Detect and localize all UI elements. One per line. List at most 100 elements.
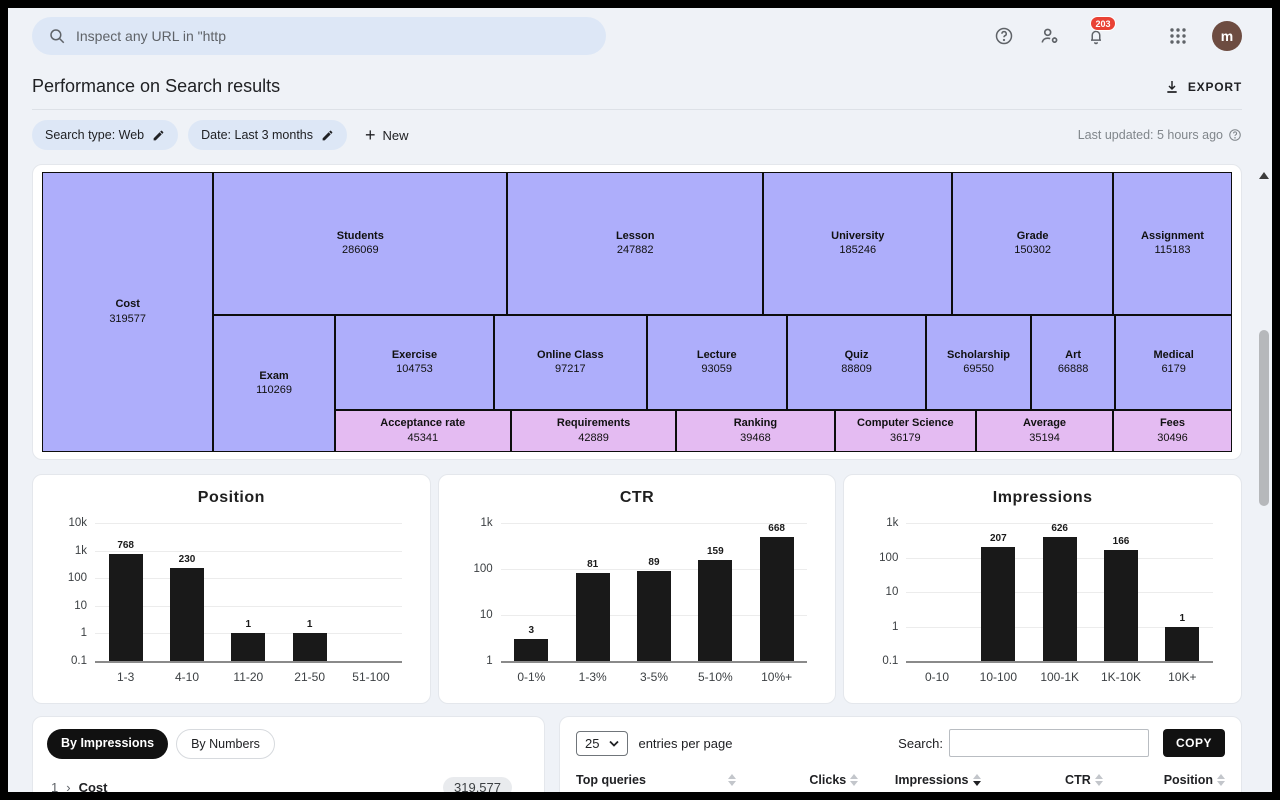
column-header-position[interactable]: Position xyxy=(1103,773,1225,787)
column-header-ctr[interactable]: CTR xyxy=(981,773,1103,787)
table-header-row: Top queries Clicks Impressions CTR Position xyxy=(576,773,1225,792)
bar[interactable] xyxy=(231,633,266,661)
new-filter-button[interactable]: + New xyxy=(365,126,409,144)
bar[interactable] xyxy=(292,633,327,661)
query-value-badge: 319,577 xyxy=(443,777,512,792)
y-tick-label: 10 xyxy=(74,599,87,612)
chart-plot-area: 1k 100 10 1 3 81 89 159 668 xyxy=(473,517,808,667)
treemap-block-lecture[interactable]: Lecture 93059 xyxy=(646,314,787,410)
sort-icon[interactable] xyxy=(1094,774,1103,786)
y-tick-label: 1 xyxy=(891,620,899,633)
treemap-block-acceptance-rate[interactable]: Acceptance rate 45341 xyxy=(334,410,511,452)
treemap-label: Grade 150302 xyxy=(1014,229,1052,257)
treemap-label: Medical 6179 xyxy=(1153,348,1194,376)
sort-icon[interactable] xyxy=(728,774,736,786)
bar[interactable] xyxy=(1165,626,1200,661)
sort-icon[interactable] xyxy=(850,774,859,786)
info-icon[interactable] xyxy=(1228,128,1242,142)
x-tick-label: 4-10 xyxy=(174,670,199,684)
bar[interactable] xyxy=(575,573,610,661)
y-tick-label: 100 xyxy=(473,563,493,575)
treemap-block-ranking[interactable]: Ranking 39468 xyxy=(676,410,835,452)
bar[interactable] xyxy=(698,559,733,661)
avatar[interactable]: m xyxy=(1212,21,1242,51)
bar[interactable] xyxy=(981,546,1016,661)
by-numbers-button[interactable]: By Numbers xyxy=(176,729,275,759)
query-index: 1 xyxy=(51,780,59,795)
by-impressions-button[interactable]: By Impressions xyxy=(47,729,169,759)
treemap-block-computer-science[interactable]: Computer Science 36179 xyxy=(834,410,977,452)
bar[interactable] xyxy=(108,553,143,661)
sort-icon[interactable] xyxy=(1217,774,1225,786)
copy-button[interactable]: COPY xyxy=(1162,729,1225,757)
x-tick-label: 0-10 xyxy=(924,670,950,684)
y-tick-label: 10k xyxy=(68,517,87,529)
treemap-block-university[interactable]: University 185246 xyxy=(763,172,953,315)
treemap-block-requirements[interactable]: Requirements 42889 xyxy=(510,410,677,452)
treemap-block-quiz[interactable]: Quiz 88809 xyxy=(786,314,927,410)
sort-icon[interactable] xyxy=(972,774,981,786)
user-settings-icon[interactable] xyxy=(1038,24,1062,48)
search-input[interactable] xyxy=(76,28,590,44)
x-tick-label: 1K-10K xyxy=(1100,670,1141,684)
apps-grid-icon[interactable] xyxy=(1166,24,1190,48)
bar-column-51-100 xyxy=(340,523,401,661)
bar-column-5-10: 159 xyxy=(685,523,746,661)
filter-chip-date[interactable]: Date: Last 3 months xyxy=(188,120,348,150)
column-header-impressions[interactable]: Impressions xyxy=(858,773,981,787)
bar-column-1k-10k: 166 xyxy=(1090,523,1151,661)
entries-per-page-select[interactable]: 25 xyxy=(576,730,629,756)
bar[interactable] xyxy=(636,571,671,661)
treemap-block-art[interactable]: Art 66888 xyxy=(1030,314,1116,410)
chart-plot-area: 10k 1k 100 10 1 0.1 768 230 1 1 xyxy=(68,517,402,667)
chevron-right-icon[interactable]: › xyxy=(66,780,71,795)
url-inspect-search[interactable] xyxy=(32,17,606,55)
treemap-block-grade[interactable]: Grade 150302 xyxy=(952,172,1113,315)
treemap-label: Quiz 88809 xyxy=(841,348,872,376)
treemap-block-average[interactable]: Average 35194 xyxy=(976,410,1113,452)
treemap-block-lesson[interactable]: Lesson 247882 xyxy=(507,172,764,315)
query-row[interactable]: 1 › Cost 319,577 xyxy=(47,777,530,795)
treemap-block-fees[interactable]: Fees 30496 xyxy=(1113,410,1232,452)
treemap-block-exam[interactable]: Exam 110269 xyxy=(213,314,335,452)
bar[interactable] xyxy=(1103,549,1138,661)
table-search-input[interactable] xyxy=(948,729,1149,757)
treemap-label: Requirements 42889 xyxy=(556,417,631,444)
x-axis-labels: 0-10 10-100 100-1K 1K-10K 10K+ xyxy=(906,670,1213,684)
column-label: Clicks xyxy=(809,773,847,787)
bar-value-label: 1 xyxy=(1179,612,1186,624)
column-header-top-queries[interactable]: Top queries xyxy=(576,773,736,787)
treemap-block-medical[interactable]: Medical 6179 xyxy=(1115,314,1232,410)
x-tick-label: 5-10% xyxy=(697,670,733,684)
page-header: Performance on Search results EXPORT xyxy=(32,64,1242,110)
treemap-block-scholarship[interactable]: Scholarship 69550 xyxy=(926,314,1031,410)
export-button[interactable]: EXPORT xyxy=(1164,79,1242,95)
help-icon[interactable] xyxy=(992,24,1016,48)
gridline xyxy=(95,550,402,552)
y-tick-label: 1k xyxy=(74,544,87,557)
bar[interactable] xyxy=(514,639,549,661)
treemap-label: Acceptance rate 45341 xyxy=(380,417,466,444)
treemap-block-cost[interactable]: Cost 319577 xyxy=(42,172,214,452)
bar[interactable] xyxy=(1042,537,1077,661)
treemap-block-online-class[interactable]: Online Class 97217 xyxy=(494,314,647,410)
bar[interactable] xyxy=(759,537,794,661)
treemap-label: Exam 110269 xyxy=(256,369,292,397)
notifications-bell-icon[interactable]: 203 xyxy=(1084,16,1117,48)
chip-label: Date: Last 3 months xyxy=(201,128,314,142)
bar[interactable] xyxy=(169,568,204,661)
bar-column-4-10: 230 xyxy=(156,523,217,661)
vertical-scrollbar[interactable] xyxy=(1258,168,1270,792)
x-tick-label: 10K+ xyxy=(1168,670,1197,684)
treemap-block-students[interactable]: Students 286069 xyxy=(213,172,508,315)
bar-value-label: 230 xyxy=(178,554,196,566)
bar-column-1-3: 768 xyxy=(95,523,156,661)
treemap-block-assignment[interactable]: Assignment 115183 xyxy=(1113,172,1232,315)
scrollbar-thumb[interactable] xyxy=(1259,330,1269,506)
filter-chip-search-type[interactable]: Search type: Web xyxy=(32,120,179,150)
treemap-block-exercise[interactable]: Exercise 104753 xyxy=(334,314,495,410)
column-header-clicks[interactable]: Clicks xyxy=(736,773,859,787)
scroll-up-arrow-icon[interactable] xyxy=(1259,172,1269,179)
bar-value-label: 668 xyxy=(768,523,785,534)
